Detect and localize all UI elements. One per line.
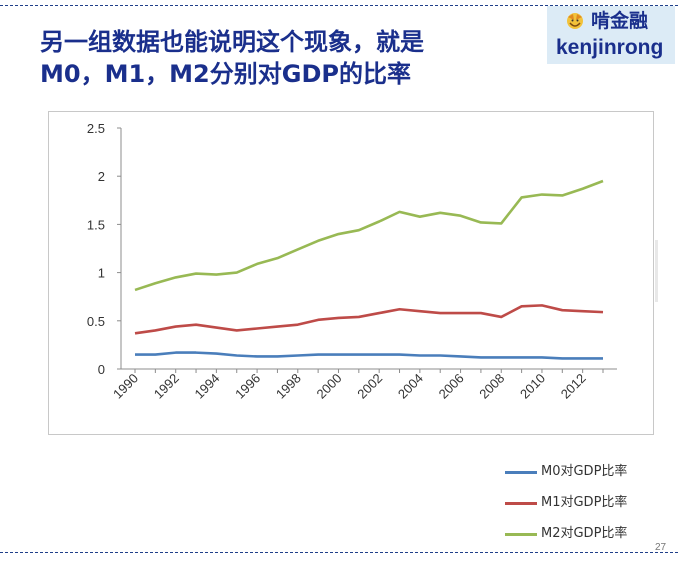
side-marker (655, 240, 658, 302)
legend-label: M2对GDP比率 (541, 526, 628, 541)
series-layer (134, 179, 604, 360)
legend-item-m2: M2对GDP比率 (505, 524, 655, 544)
series-line-m2 (134, 179, 604, 292)
legend-item-m0: M0对GDP比率 (505, 462, 655, 482)
brand-name-en: kenjinrong (556, 36, 664, 59)
x-tick-label: 2008 (476, 371, 507, 402)
legend-label: M1对GDP比率 (541, 495, 628, 510)
legend-swatch (505, 502, 537, 505)
y-axis: 0 0.5 1 1.5 2 2.5 (87, 121, 122, 377)
x-tick-label: 2010 (517, 371, 548, 402)
line-chart: 0 0.5 1 1.5 2 2.5 1990 1992 1994 1996 1998 2000 200… (87, 121, 617, 402)
slide-title-line2: M0，M1，M2分别对GDP的比率 (40, 60, 411, 88)
chart-frame: 0 0.5 1 1.5 2 2.5 1990 1992 1994 1996 1998 2000 200… (48, 111, 654, 435)
x-tick-label: 1992 (151, 371, 182, 402)
series-line-m0 (135, 351, 603, 360)
x-tick-label: 2000 (314, 371, 345, 402)
y-tick-label: 2 (98, 169, 105, 184)
legend-swatch (505, 533, 537, 536)
y-tick-label: 0.5 (87, 314, 105, 329)
legend-label: M0对GDP比率 (541, 464, 628, 479)
x-axis: 1990 1992 1994 1996 1998 2000 2002 2004 2006 2008… (110, 368, 617, 402)
y-tick-label: 0 (98, 362, 105, 377)
fox-logo-icon (567, 13, 583, 29)
y-tick-label: 1 (98, 266, 105, 281)
legend-item-m1: M1对GDP比率 (505, 493, 655, 513)
slide-title-line1: 另一组数据也能说明这个现象，就是 (40, 28, 424, 56)
x-tick-label: 2012 (558, 371, 589, 402)
brand-name-cn: 啃金融 (591, 10, 649, 32)
slide-title: 另一组数据也能说明这个现象，就是 M0，M1，M2分别对GDP的比率 (40, 26, 530, 90)
legend-swatch (505, 471, 537, 474)
x-tick-label: 2006 (436, 371, 467, 402)
x-tick-label: 1998 (273, 371, 304, 402)
y-tick-label: 2.5 (87, 121, 105, 136)
brand-logo: 啃金融 kenjinrong (547, 6, 675, 64)
x-tick-label: 1994 (191, 371, 222, 402)
x-tick-label: 1990 (110, 371, 141, 402)
series-line-m1 (134, 304, 604, 335)
x-tick-label: 1996 (232, 371, 263, 402)
bottom-dashed-divider (0, 552, 678, 553)
top-dashed-divider (0, 5, 678, 6)
x-tick-label: 2002 (354, 371, 385, 402)
chart-legend: M0对GDP比率 M1对GDP比率 M2对GDP比率 (505, 462, 655, 546)
x-tick-label: 2004 (395, 371, 426, 402)
y-tick-label: 1.5 (87, 217, 105, 232)
page-number: 27 (655, 542, 667, 553)
